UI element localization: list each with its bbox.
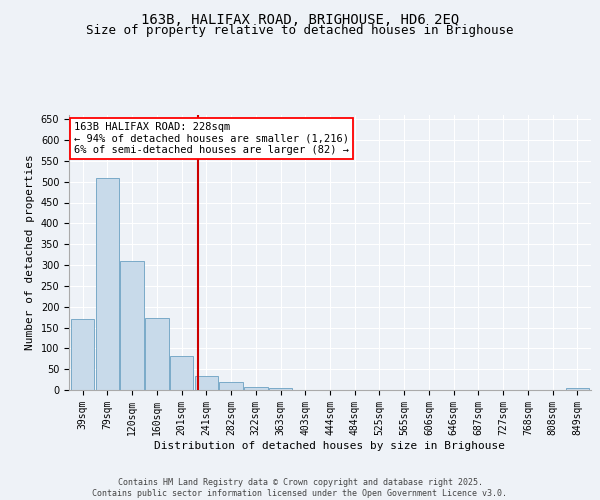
Text: Contains HM Land Registry data © Crown copyright and database right 2025.
Contai: Contains HM Land Registry data © Crown c… (92, 478, 508, 498)
Text: 163B HALIFAX ROAD: 228sqm
← 94% of detached houses are smaller (1,216)
6% of sem: 163B HALIFAX ROAD: 228sqm ← 94% of detac… (74, 122, 349, 155)
Y-axis label: Number of detached properties: Number of detached properties (25, 154, 35, 350)
Bar (170, 356, 193, 390)
Bar (95, 178, 119, 390)
Bar (269, 388, 292, 390)
Bar (194, 376, 218, 390)
Bar (244, 387, 268, 390)
Bar (145, 318, 169, 390)
Text: 163B, HALIFAX ROAD, BRIGHOUSE, HD6 2EQ: 163B, HALIFAX ROAD, BRIGHOUSE, HD6 2EQ (141, 12, 459, 26)
Bar (566, 388, 589, 390)
Bar (219, 382, 243, 390)
Bar (121, 261, 144, 390)
X-axis label: Distribution of detached houses by size in Brighouse: Distribution of detached houses by size … (155, 440, 505, 450)
Text: Size of property relative to detached houses in Brighouse: Size of property relative to detached ho… (86, 24, 514, 37)
Bar (71, 319, 94, 390)
